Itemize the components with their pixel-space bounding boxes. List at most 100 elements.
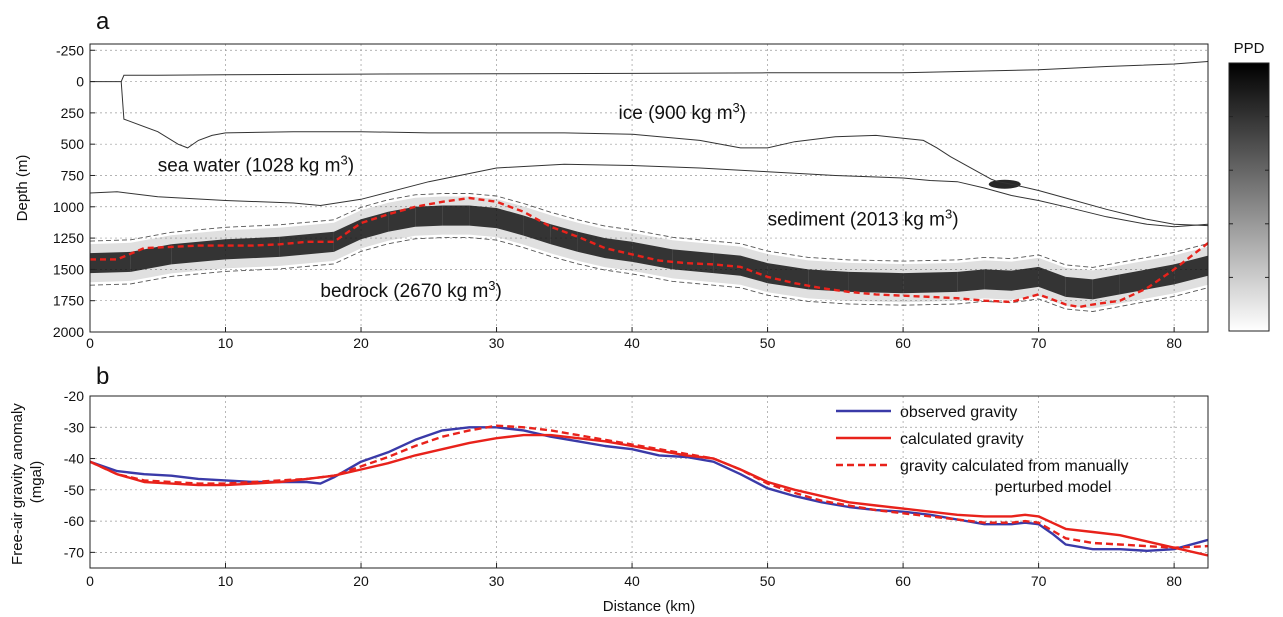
panel-a-letter: a — [96, 8, 110, 35]
ppd-band-segment — [550, 224, 578, 252]
panel-a-frame — [89, 43, 1209, 333]
x-tick-label: 20 — [353, 573, 369, 589]
region-label-sup: 3 — [733, 100, 740, 115]
panel-b-lines — [90, 424, 1208, 557]
ppd-band-segment — [496, 208, 524, 236]
ppd-band-segment — [808, 269, 849, 292]
x-tick-label: 10 — [218, 573, 234, 589]
ppd-band-segment — [1038, 266, 1066, 297]
y-tick-label: 750 — [61, 167, 85, 183]
series-line-3 — [90, 424, 1208, 549]
panel-a: a 0 10 20 30 40 50 60 70 80 -250 0 250 500 750 1000 125… — [14, 8, 1270, 351]
series-line-2 — [90, 433, 1208, 557]
x-tick-label: 0 — [86, 335, 94, 351]
y-tick-label: -250 — [56, 42, 84, 58]
region-label-text: sediment (2013 kg m — [768, 210, 945, 231]
region-label-close: ) — [740, 103, 746, 124]
ppd-band-segment — [442, 205, 470, 226]
colorbar-ticks: 00.20.40.60.81 — [1229, 62, 1269, 332]
y-tick-label: 1000 — [53, 199, 84, 215]
ppd-blob — [988, 179, 1021, 189]
region-label-close: ) — [496, 281, 502, 302]
region-label: sediment (2013 kg m3) — [768, 207, 959, 231]
ppd-band-segment — [713, 253, 741, 276]
x-tick-label: 50 — [760, 335, 776, 351]
x-tick-label: 20 — [353, 335, 369, 351]
y-tick-label: 1250 — [53, 230, 84, 246]
x-tick-label: 0 — [86, 573, 94, 589]
y-tick-label: -20 — [64, 388, 84, 404]
panel-b-ylabel-line1: Free-air gravity anomaly — [9, 403, 26, 565]
x-tick-label: 40 — [624, 573, 640, 589]
x-tick-label: 30 — [489, 573, 505, 589]
ppd-band-segment — [672, 249, 714, 274]
y-tick-label: 0 — [76, 74, 84, 90]
panel-b: b 0 10 20 30 40 50 60 70 80 -20 -30 -40 -50 -60 -70 Di… — [9, 363, 1209, 615]
panel-b-ylabel-line2: (mgal) — [28, 461, 45, 504]
ppd-band-segment — [1147, 264, 1175, 290]
ppd-upper-bound — [90, 193, 1208, 268]
panel-b-xlabel: Distance (km) — [603, 598, 696, 615]
region-label: sea water (1028 kg m3) — [158, 153, 354, 177]
panel-b-ticks: 0 10 20 30 40 50 60 70 80 -20 -30 -40 -50 -60 -70 — [64, 388, 1182, 589]
boundary-line — [90, 61, 1208, 83]
x-tick-label: 80 — [1166, 335, 1182, 351]
x-tick-label: 50 — [760, 573, 776, 589]
x-tick-label: 10 — [218, 335, 234, 351]
ppd-band-segment — [361, 211, 389, 240]
region-label: ice (900 kg m3) — [619, 100, 747, 124]
ppd-lower-bound — [90, 237, 1208, 312]
y-tick-label: 250 — [61, 105, 85, 121]
ppd-band-segment — [225, 236, 280, 260]
y-tick-label: 2000 — [53, 324, 84, 340]
ppd-band-segment — [957, 269, 985, 292]
y-tick-label: -60 — [64, 513, 84, 529]
legend-label: gravity calculated from manually perturbe… — [900, 458, 1129, 496]
x-tick-label: 70 — [1031, 573, 1047, 589]
ppd-band-segment — [848, 271, 904, 294]
colorbar: PPD 00.20.40.60.81 — [1228, 40, 1270, 332]
y-tick-label: -50 — [64, 482, 84, 498]
boundary-line — [120, 81, 1208, 227]
ppd-band-halo — [90, 196, 1208, 309]
bedrock-interface-line — [90, 196, 1208, 309]
x-tick-label: 30 — [489, 335, 505, 351]
y-tick-label: -70 — [64, 544, 84, 560]
y-tick-label: -30 — [64, 419, 84, 435]
ppd-band-segment — [1011, 266, 1039, 291]
region-label-close: ) — [952, 210, 958, 231]
ppd-band-segment — [1092, 274, 1120, 300]
y-tick-label: 1500 — [53, 261, 84, 277]
x-tick-label: 80 — [1166, 573, 1182, 589]
colorbar-scale — [1228, 62, 1270, 332]
y-tick-label: 500 — [61, 136, 85, 152]
legend: observed gravity calculated gravity gravit… — [836, 404, 1129, 496]
legend-label: observed gravity — [900, 404, 1017, 421]
legend-label: calculated gravity — [900, 431, 1024, 448]
panel-b-frame — [89, 395, 1209, 569]
region-label: bedrock (2670 kg m3) — [320, 278, 501, 302]
panel-a-ylabel: Depth (m) — [14, 155, 31, 222]
x-tick-label: 60 — [895, 573, 911, 589]
panel-a-lines — [90, 61, 1208, 309]
ppd-band-segment — [984, 269, 1012, 291]
x-tick-label: 70 — [1031, 335, 1047, 351]
ppd-band-segment — [279, 231, 334, 257]
ppd-band-segment — [415, 205, 443, 227]
x-tick-label: 60 — [895, 335, 911, 351]
ppd-band-segment — [1119, 269, 1147, 295]
panel-a-annotations: ice (900 kg m3)sea water (1028 kg m3)sed… — [158, 100, 959, 302]
region-label-close: ) — [348, 156, 354, 177]
colorbar-title: PPD — [1234, 40, 1265, 57]
x-tick-label: 40 — [624, 335, 640, 351]
ppd-band-segment — [1065, 276, 1093, 300]
y-tick-label: -40 — [64, 451, 84, 467]
panel-a-ticks: 0 10 20 30 40 50 60 70 80 -250 0 250 500 750 1000 1250 1… — [53, 42, 1182, 351]
ppd-band-segment — [469, 205, 497, 229]
region-label-sup: 3 — [488, 278, 495, 293]
region-label-text: sea water (1028 kg m — [158, 156, 341, 177]
region-label-text: bedrock (2670 kg m — [320, 281, 488, 302]
legend-label-line: perturbed model — [995, 479, 1112, 496]
ppd-band-segment — [903, 271, 958, 294]
